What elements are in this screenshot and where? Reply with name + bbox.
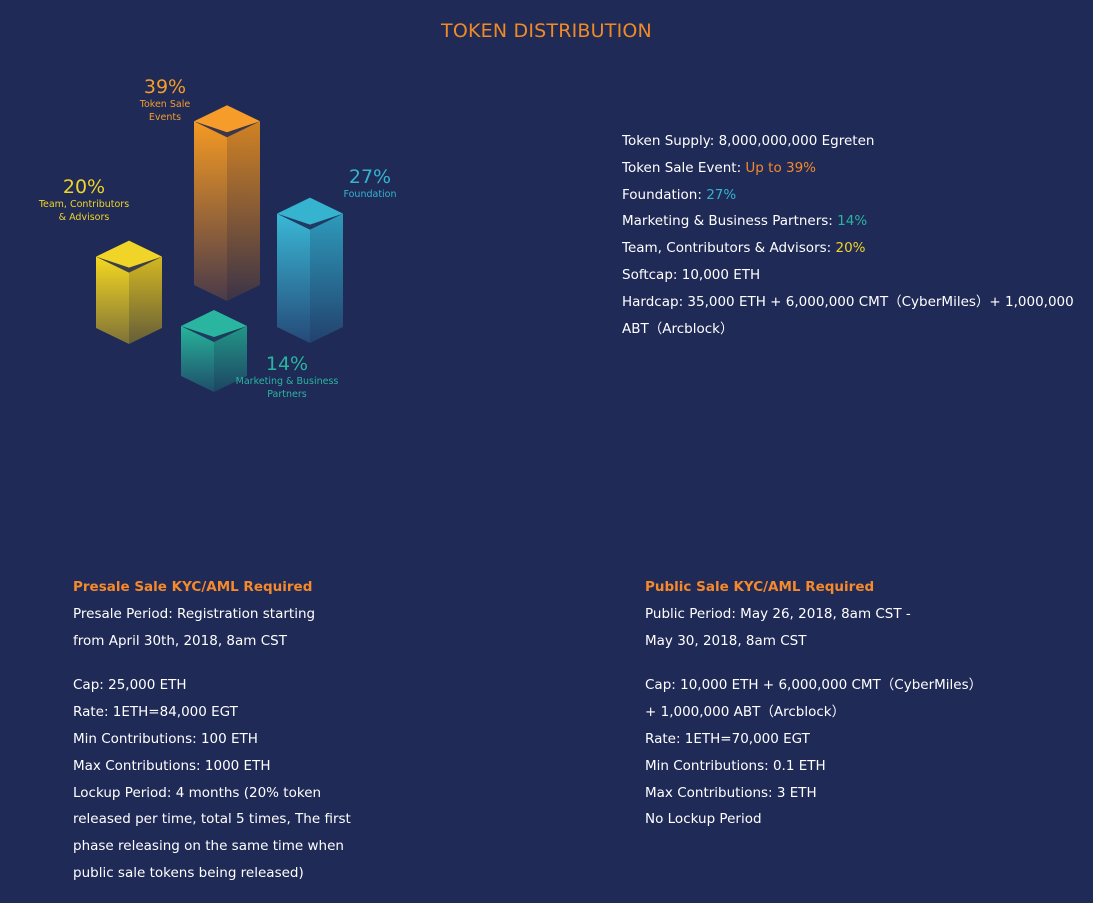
team-share: Team, Contributors & Advisors: 20% (622, 235, 1082, 262)
public-sale-section: Public Sale KYC/AML Required Public Peri… (645, 574, 1005, 833)
bar-foundation-left-face (277, 213, 310, 343)
team-label: Team, Contributors & Advisors: (622, 240, 836, 257)
presale-spacer (73, 654, 373, 672)
bar-foundation-top-edge (277, 213, 343, 230)
token-distribution-chart: 39% Token Sale Events 20% Team, Contribu… (0, 0, 560, 420)
bar-marketing (181, 310, 247, 392)
presale-rate: Rate: 1ETH=84,000 EGT (73, 704, 238, 721)
label-foundation-percent: 27% (348, 166, 392, 188)
public-cap-line-2: + 1,000,000 ABT（Arcblock） (645, 704, 846, 721)
bar-team-top-edge (96, 256, 162, 273)
label-team: 20% Team, Contributors & Advisors (24, 176, 144, 224)
bar-sale-left-face (194, 121, 227, 301)
bar-team (96, 240, 162, 344)
bar-team-left-face (96, 256, 129, 344)
label-marketing-percent: 14% (265, 353, 309, 375)
label-foundation: 27% Foundation (310, 166, 430, 201)
presale-period-line-1: Presale Period: Registration starting (73, 605, 316, 622)
bar-marketing-top-edge (181, 326, 247, 343)
token-sale-event-value: Up to 39% (745, 159, 816, 176)
public-cap-line-1: Cap: 10,000 ETH + 6,000,000 CMT（CyberMil… (645, 677, 983, 694)
marketing-value: 14% (837, 213, 868, 230)
public-period-line-2: May 30, 2018, 8am CST (645, 632, 807, 649)
hardcap-line-1: Hardcap: 35,000 ETH + 6,000,000 CMT（Cybe… (622, 293, 1074, 310)
bar-chart-graphic (96, 105, 343, 392)
bar-sale-top-edge (194, 121, 260, 138)
marketing-share: Marketing & Business Partners: 14% (622, 208, 1082, 235)
bar-sale-right-face (227, 121, 260, 301)
presale-max-contribution: Max Contributions: 1000 ETH (73, 757, 271, 774)
label-token-sale-percent: 39% (143, 76, 187, 98)
public-spacer (645, 654, 1005, 672)
public-period-line-1: Public Period: May 26, 2018, 8am CST - (645, 605, 911, 622)
bar-marketing-left-face (181, 326, 214, 392)
label-marketing-name-1: Marketing & Business (235, 376, 339, 387)
token-supply: Token Supply: 8,000,000,000 Egreten (622, 133, 875, 149)
marketing-label: Marketing & Business Partners: (622, 213, 838, 230)
public-max-contribution: Max Contributions: 3 ETH (645, 784, 817, 801)
presale-heading: Presale Sale KYC/AML Required (73, 579, 313, 595)
token-sale-event-label: Token Sale Event: (622, 159, 746, 176)
label-token-sale-name-2: Events (148, 112, 182, 123)
public-sale-heading: Public Sale KYC/AML Required (645, 579, 875, 595)
label-team-percent: 20% (62, 176, 106, 198)
foundation-label: Foundation: (622, 186, 707, 203)
presale-lockup-line-2: released per time, total 5 times, The fi… (73, 811, 351, 828)
softcap: Softcap: 10,000 ETH (622, 266, 761, 283)
bar-foundation-right-face (310, 213, 343, 343)
bar-marketing-right-face (214, 326, 247, 392)
page-title: TOKEN DISTRIBUTION (441, 20, 652, 42)
label-token-sale-name-1: Token Sale (139, 99, 191, 110)
hardcap-line-2: ABT（Arcblock） (622, 320, 734, 337)
label-token-sale: 39% Token Sale Events (105, 76, 225, 124)
presale-lockup-line-4: public sale tokens being released) (73, 864, 304, 881)
presale-lockup-line-1: Lockup Period: 4 months (20% token (73, 784, 322, 801)
label-marketing: 14% Marketing & Business Partners (227, 353, 347, 401)
public-rate: Rate: 1ETH=70,000 EGT (645, 730, 810, 747)
bar-sale (194, 105, 260, 301)
label-team-name-2: & Advisors (58, 212, 110, 223)
label-team-name-1: Team, Contributors (38, 199, 130, 210)
presale-lockup-line-3: phase releasing on the same time when (73, 838, 344, 855)
label-foundation-name: Foundation (343, 189, 397, 200)
foundation-share: Foundation: 27% (622, 182, 1082, 209)
presale-section: Presale Sale KYC/AML Required Presale Pe… (73, 574, 373, 887)
bar-foundation (277, 197, 343, 343)
label-marketing-name-2: Partners (267, 389, 307, 400)
public-min-contribution: Min Contributions: 0.1 ETH (645, 757, 826, 774)
team-value: 20% (835, 240, 866, 257)
public-lockup: No Lockup Period (645, 811, 762, 828)
foundation-value: 27% (706, 186, 737, 203)
token-info-list: Token Supply: 8,000,000,000 Egreten Toke… (622, 128, 1082, 342)
presale-min-contribution: Min Contributions: 100 ETH (73, 730, 258, 747)
presale-period-line-2: from April 30th, 2018, 8am CST (73, 632, 287, 649)
token-sale-event: Token Sale Event: Up to 39% (622, 155, 1082, 182)
bar-team-right-face (129, 256, 162, 344)
presale-cap: Cap: 25,000 ETH (73, 677, 187, 694)
